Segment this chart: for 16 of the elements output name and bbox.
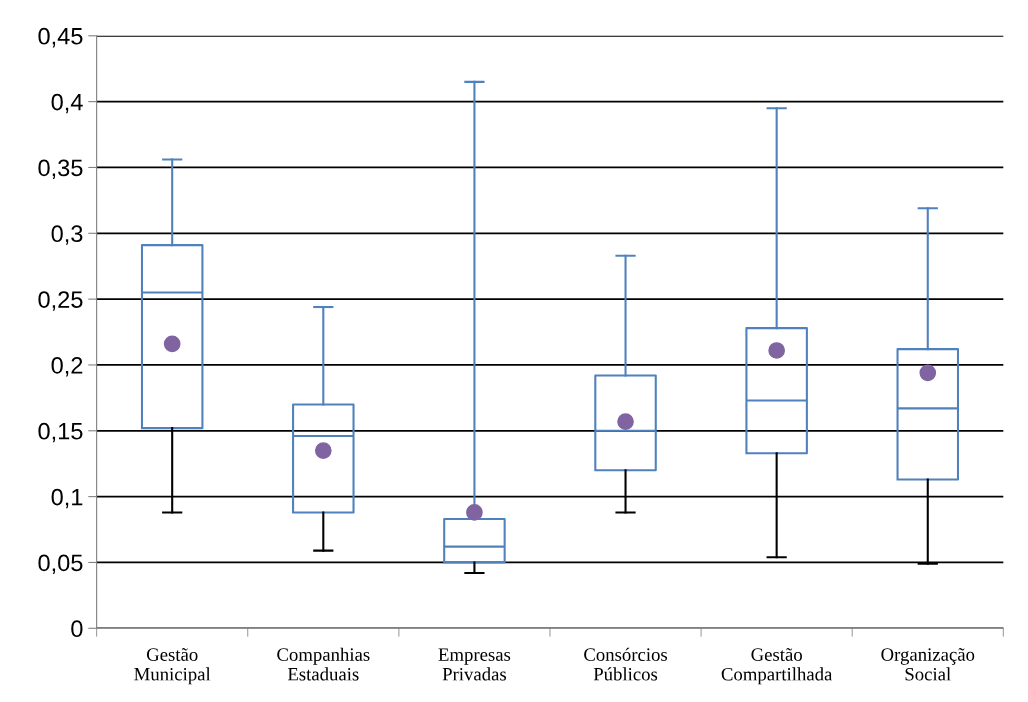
- y-tick-label: 0,35: [38, 159, 83, 180]
- y-tick-label: 0: [71, 620, 83, 638]
- y-tick-label: 0,15: [38, 422, 83, 443]
- y-tick-label: 0,25: [38, 291, 83, 311]
- y-tick-label: 0,2: [51, 357, 83, 377]
- x-tick-label: Gestão Municipal: [134, 648, 211, 685]
- x-tick-label: Organização Social: [881, 648, 975, 681]
- x-tick-label: Empresas Privadas: [438, 648, 511, 681]
- y-tick-label: 0,45: [38, 27, 83, 48]
- y-tick-label: 0,05: [38, 554, 83, 575]
- y-tick-label: 0,3: [51, 225, 83, 245]
- y-tick-label: 0,4: [51, 93, 83, 114]
- x-tick-label: Consórcios Públicos: [584, 647, 668, 681]
- x-tick-label: Companhias Estaduais: [277, 647, 370, 681]
- x-tick-label: Gestão Compartilhada: [721, 648, 833, 685]
- y-tick-label: 0,1: [51, 488, 83, 509]
